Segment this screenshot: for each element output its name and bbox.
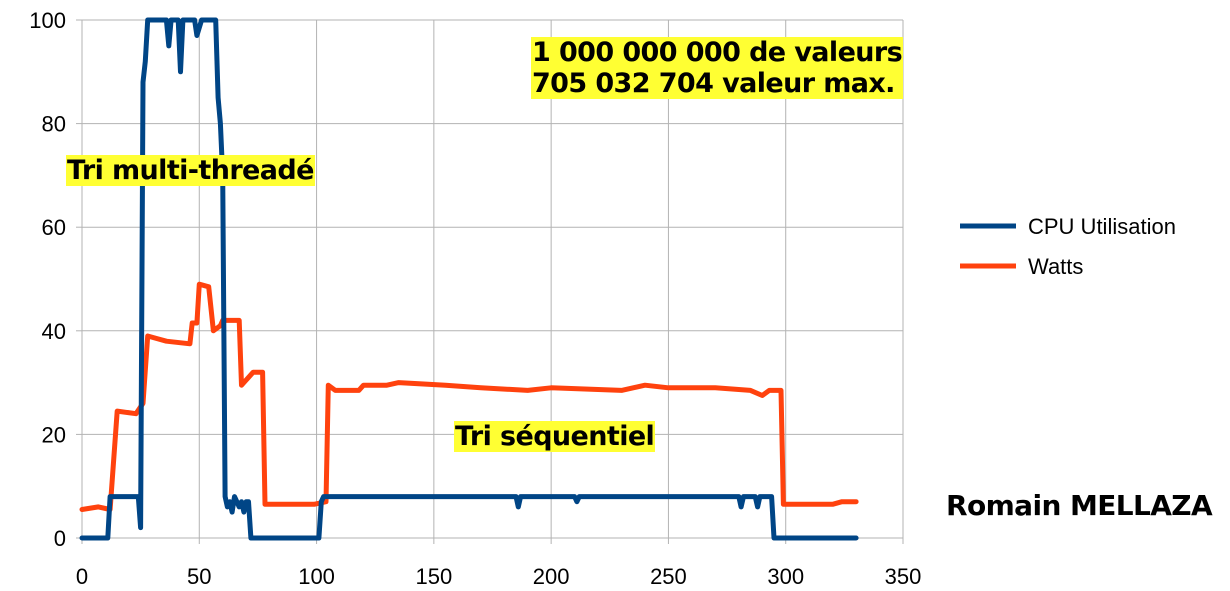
y-tick-label: 20 — [42, 422, 66, 447]
x-tick-label: 50 — [187, 564, 211, 589]
series-line-watts — [79, 281, 859, 512]
x-tick-label: 350 — [885, 564, 922, 589]
axis-layer: 0 20 40 60 80 100 0 50 100 150 200 250 300 350 — [29, 8, 921, 589]
dataset-size-annotation: 1 000 000 000 de valeurs 705 032 704 val… — [531, 37, 904, 99]
grid-layer — [81, 19, 904, 544]
x-tick-label: 200 — [533, 564, 570, 589]
series-layer — [79, 17, 859, 541]
y-tick-label: 60 — [42, 215, 66, 240]
y-tick-label: 100 — [29, 8, 66, 33]
y-tick-label: 80 — [42, 112, 66, 137]
y-tick-label: 0 — [54, 526, 66, 551]
dataset-max-label: 705 032 704 valeur max. — [532, 68, 895, 99]
legend-label-cpu-utilisation: CPU Utilisation — [1028, 214, 1176, 239]
sequential-annotation: Tri séquentiel — [454, 421, 656, 452]
y-tick-label: 40 — [42, 319, 66, 344]
x-tick-label: 150 — [415, 564, 452, 589]
legend: CPU Utilisation Watts — [960, 214, 1176, 279]
x-tick-label: 100 — [298, 564, 335, 589]
x-tick-label: 0 — [76, 564, 88, 589]
x-tick-label: 250 — [650, 564, 687, 589]
x-tick-label: 300 — [767, 564, 804, 589]
multi-threaded-annotation: Tri multi-threadé — [66, 155, 315, 186]
author-label: Romain MELLAZA — [946, 489, 1213, 522]
dataset-count-label: 1 000 000 000 de valeurs — [532, 37, 903, 68]
series-line-cpu-utilisation — [79, 17, 859, 541]
legend-label-watts: Watts — [1028, 254, 1083, 279]
